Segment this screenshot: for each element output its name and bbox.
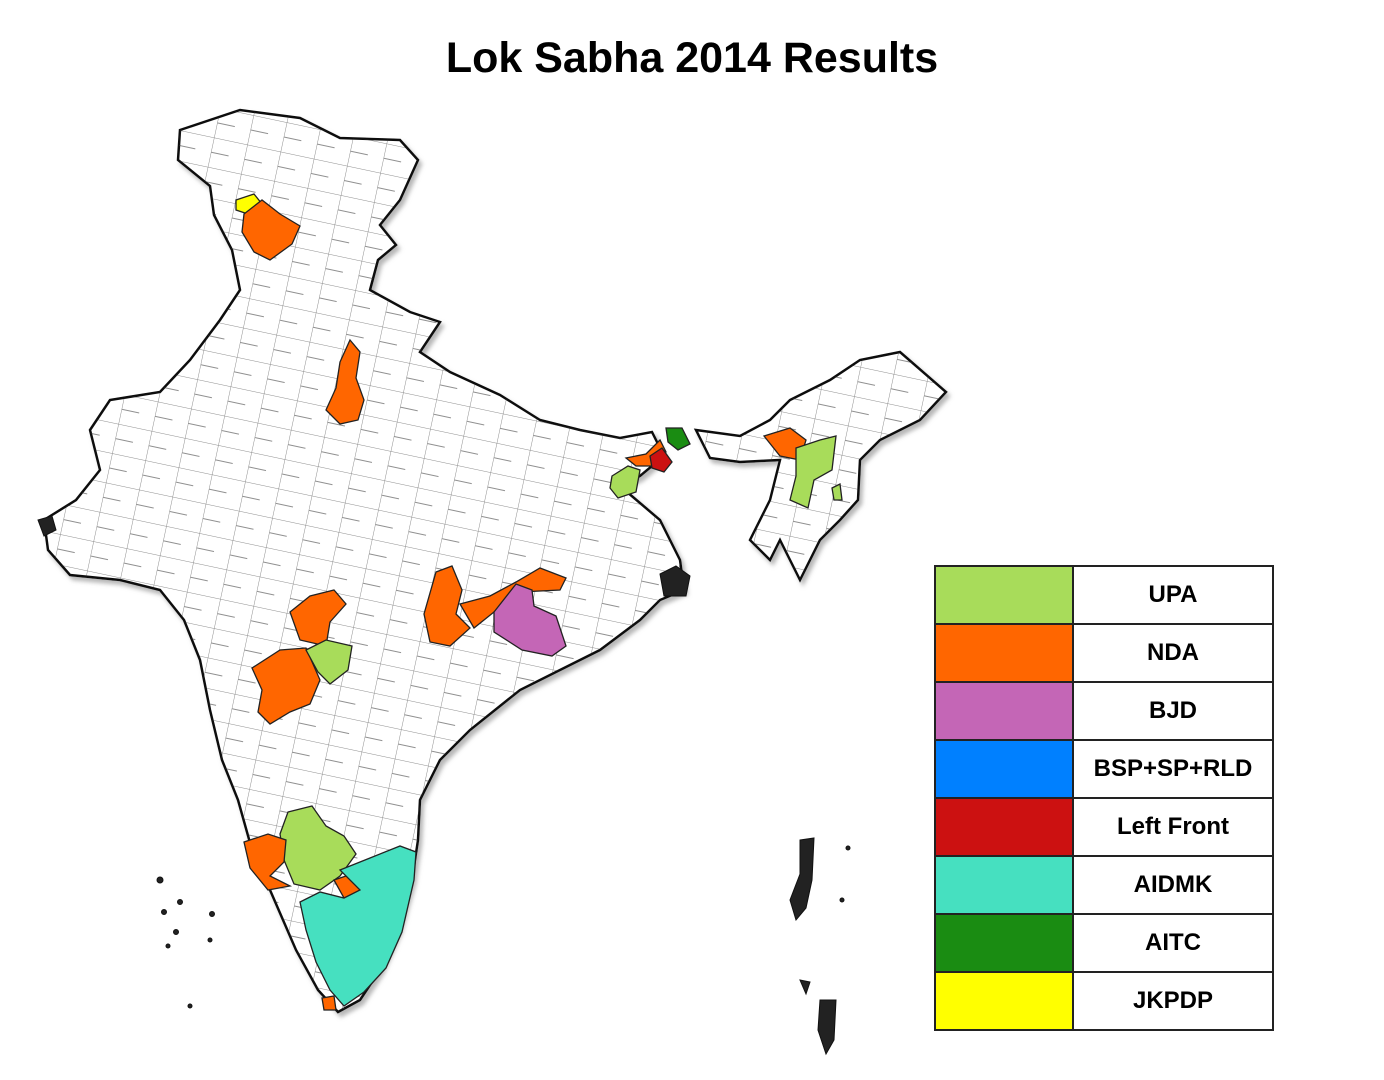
legend-label: Left Front <box>1072 797 1274 857</box>
region-left-front <box>649 447 673 473</box>
legend-table: UPA NDA BJD BSP+SP+RLD Left Front AIDMK AITC JK… <box>934 565 1274 1031</box>
legend-label: BSP+SP+RLD <box>1072 739 1274 799</box>
map-title: Lok Sabha 2014 Results <box>445 34 939 82</box>
region-nda-mh2 <box>251 647 321 725</box>
region-nda-ct2 <box>459 567 567 629</box>
legend-label: UPA <box>1072 565 1274 625</box>
legend-label: BJD <box>1072 681 1274 741</box>
legend-swatch <box>934 855 1074 915</box>
region-aitc <box>665 427 691 451</box>
region-bjd <box>493 583 567 657</box>
legend-swatch <box>934 797 1074 857</box>
region-nda-ct1 <box>423 565 471 647</box>
region-upa-northeast <box>789 435 837 509</box>
legend-swatch <box>934 565 1074 625</box>
legend-row: AIDMK <box>934 855 1274 915</box>
region-upa-manipur <box>831 483 843 501</box>
legend-row: UPA <box>934 565 1274 625</box>
legend-label: JKPDP <box>1072 971 1274 1031</box>
region-nda-kanyakumari <box>321 995 337 1011</box>
legend-swatch <box>934 681 1074 741</box>
legend-label: AITC <box>1072 913 1274 973</box>
region-nda-mh1 <box>289 589 347 647</box>
legend-row: BJD <box>934 681 1274 741</box>
legend-swatch <box>934 623 1074 683</box>
legend-swatch <box>934 739 1074 799</box>
legend-row: BSP+SP+RLD <box>934 739 1274 799</box>
legend-row: AITC <box>934 913 1274 973</box>
islands <box>37 515 851 1056</box>
region-nda-kashmir <box>241 199 301 261</box>
legend-swatch <box>934 913 1074 973</box>
region-upa-bengal <box>609 465 641 499</box>
region-upa-mh <box>305 639 353 685</box>
legend-row: Left Front <box>934 797 1274 857</box>
legend-label: AIDMK <box>1072 855 1274 915</box>
region-nda-up <box>325 338 365 425</box>
region-aidmk <box>299 845 417 1007</box>
region-nda-ka1 <box>243 833 293 891</box>
legend-swatch <box>934 971 1074 1031</box>
legend-row: NDA <box>934 623 1274 683</box>
legend-label: NDA <box>1072 623 1274 683</box>
legend-row: JKPDP <box>934 971 1274 1031</box>
